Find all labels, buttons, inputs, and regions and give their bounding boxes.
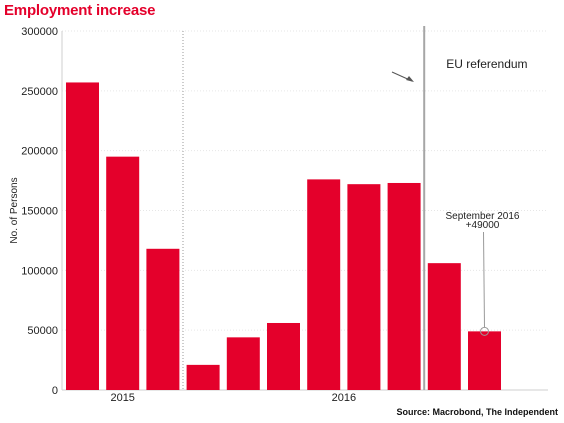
- x-group-label-2016: 2016: [332, 392, 356, 404]
- y-tick-label: 250000: [21, 86, 58, 98]
- y-tick-label: 100000: [21, 265, 58, 277]
- bar-2: [106, 156, 140, 390]
- x-group-label-2015: 2015: [110, 392, 134, 404]
- source-note: Source: Macrobond, The Independent: [396, 407, 558, 417]
- referendum-arrowhead: [406, 76, 414, 82]
- bar-4: [186, 364, 220, 390]
- y-tick-label: 200000: [21, 146, 58, 158]
- y-tick-label: 150000: [21, 206, 58, 218]
- bar-11: [468, 331, 501, 390]
- y-tick-label: 0: [52, 385, 58, 397]
- annotation-value: +49000: [466, 220, 500, 231]
- bar-7: [307, 179, 341, 390]
- bar-6: [267, 322, 300, 390]
- y-tick-label: 300000: [21, 26, 58, 38]
- y-tick-label: 50000: [27, 325, 58, 337]
- referendum-label: EU referendum: [446, 57, 527, 71]
- bar-5: [226, 337, 260, 390]
- annotation-leader: [483, 231, 485, 328]
- bar-10: [427, 263, 461, 390]
- y-axis-label: No. of Persons: [9, 177, 20, 243]
- annotation-date: September 2016: [446, 211, 520, 222]
- bar-8: [347, 184, 381, 390]
- chart-title: Employment increase: [4, 2, 156, 19]
- bar-1: [66, 82, 99, 390]
- bar-9: [387, 182, 421, 390]
- annotation-marker: [480, 326, 489, 336]
- bar-3: [146, 248, 180, 390]
